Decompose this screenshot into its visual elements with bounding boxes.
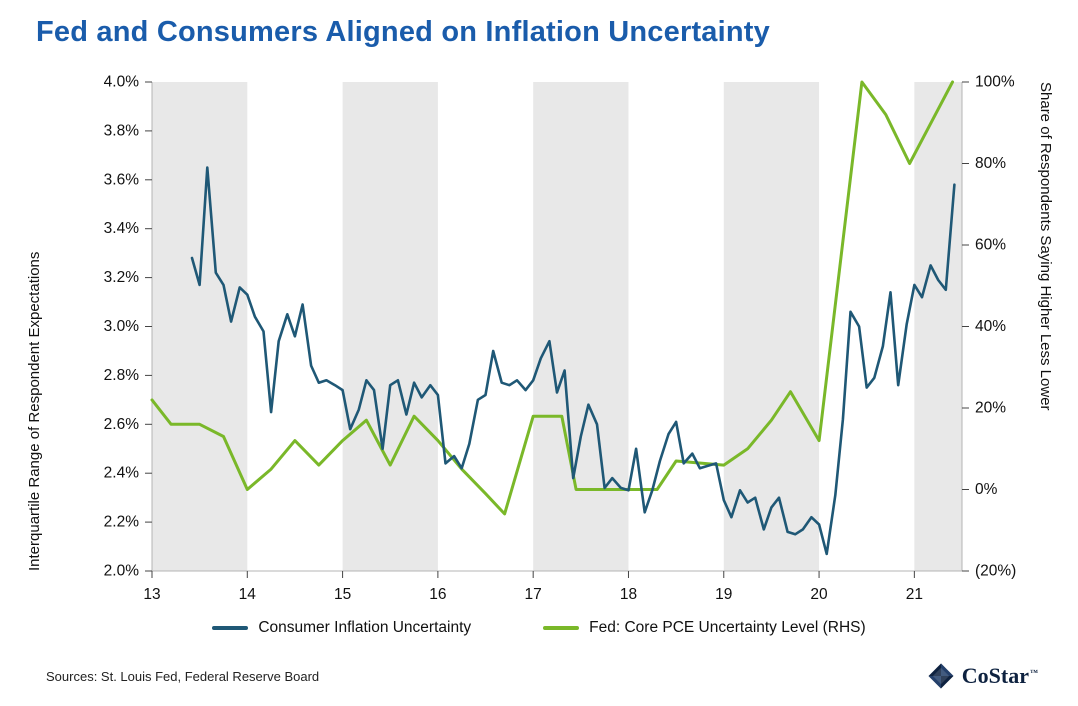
source-note: Sources: St. Louis Fed, Federal Reserve … [46, 668, 320, 684]
costar-diamond-icon [928, 663, 954, 689]
trademark-symbol: ™ [1030, 667, 1038, 677]
fed-core-pce-uncertainty-line [150, 80, 954, 516]
left-axis-tick-label: 3.6% [104, 171, 140, 188]
dual-axis-line-chart: 4.0% 3.8% 3.6% 3.4% 3.2% 3.0% 2.8% 2.6% 2.4% 2.2%… [104, 74, 1017, 604]
left-axis-tick-label: 2.4% [104, 465, 140, 482]
x-axis-tick-label: 15 [334, 586, 351, 603]
left-axis-title: Interquartile Range of Respondent Expect… [26, 251, 43, 571]
page: Fed and Consumers Aligned on Inflation U… [0, 16, 1078, 706]
right-axis-tick-label: 20% [975, 400, 1006, 417]
legend: Consumer Inflation Uncertainty Fed: Core… [0, 619, 1078, 637]
shaded-band [342, 82, 438, 571]
fed-line-swatch [543, 626, 580, 630]
costar-logo-text: CoStar™ [961, 663, 1038, 688]
left-axis-tick-label: 2.0% [104, 563, 140, 580]
left-axis-tick-label: 3.2% [104, 269, 140, 286]
x-axis-tick-label: 20 [810, 586, 828, 603]
left-axis-tick-label: 2.2% [104, 514, 140, 531]
x-axis-tick-label: 16 [429, 586, 446, 603]
left-axis-tick-label: 3.8% [104, 122, 140, 139]
shaded-band [914, 82, 962, 571]
left-axis-tick-label: 4.0% [104, 74, 140, 91]
footer: Sources: St. Louis Fed, Federal Reserve … [46, 663, 1038, 689]
legend-label-fed: Fed: Core PCE Uncertainty Level (RHS) [589, 619, 866, 636]
consumer-inflation-uncertainty-line [190, 166, 956, 556]
legend-item-consumer: Consumer Inflation Uncertainty [212, 619, 471, 637]
right-axis-title: Share of Respondents Saying Higher Less … [1037, 82, 1054, 411]
left-axis-tick-label: 3.0% [104, 318, 140, 335]
x-axis-tick-label: 21 [906, 586, 923, 603]
x-axis-tick-label: 18 [620, 586, 637, 603]
x-axis-tick-label: 14 [239, 586, 257, 603]
chart-area: 4.0% 3.8% 3.6% 3.4% 3.2% 3.0% 2.8% 2.6% 2.4% 2.2%… [0, 55, 1078, 605]
right-axis-tick-label: 80% [975, 155, 1006, 172]
page-title: Fed and Consumers Aligned on Inflation U… [36, 16, 770, 48]
shaded-band [152, 82, 248, 571]
left-axis-tick-label: 2.8% [104, 367, 140, 384]
right-axis-tick-label: 0% [975, 481, 998, 498]
right-axis-tick-label: 100% [975, 74, 1015, 91]
right-axis-tick-label: 60% [975, 237, 1006, 254]
shaded-band [533, 82, 629, 571]
x-axis-tick-label: 19 [715, 586, 732, 603]
consumer-line-swatch [212, 626, 249, 630]
right-axis-tick-label: (20%) [975, 563, 1016, 580]
x-axis-tick-label: 13 [143, 586, 160, 603]
left-axis-tick-label: 2.6% [104, 416, 140, 433]
right-axis-tick-label: 40% [975, 318, 1006, 335]
legend-label-consumer: Consumer Inflation Uncertainty [258, 619, 472, 636]
costar-logo: CoStar™ [928, 663, 1038, 689]
x-axis-tick-label: 17 [525, 586, 542, 603]
left-axis-tick-label: 3.4% [104, 220, 140, 237]
legend-item-fed: Fed: Core PCE Uncertainty Level (RHS) [543, 619, 866, 637]
